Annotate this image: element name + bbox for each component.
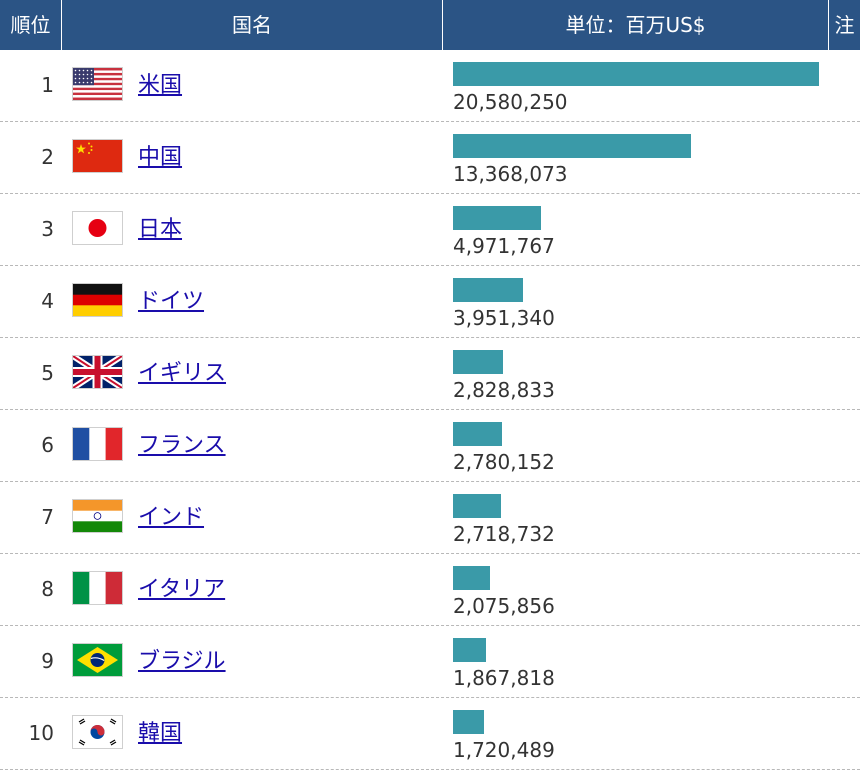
rank-number: 9	[41, 649, 54, 673]
table-row: 10 韓国 1,720,489	[0, 698, 860, 770]
italy-flag-icon	[72, 571, 123, 605]
gdp-value-label: 1,867,818	[453, 666, 555, 690]
gdp-value-label: 13,368,073	[453, 162, 568, 186]
gdp-bar	[453, 62, 819, 86]
india-flag-icon	[72, 499, 123, 533]
usa-flag-icon	[72, 67, 123, 101]
gdp-bar	[453, 494, 501, 518]
gdp-value-label: 2,828,833	[453, 378, 555, 402]
rank-header: 順位	[0, 0, 62, 50]
gdp-bar	[453, 206, 541, 230]
gdp-bar	[453, 134, 691, 158]
country-link[interactable]: ブラジル	[138, 649, 226, 674]
unit-header: 単位：百万US$	[443, 0, 829, 50]
gdp-bar	[453, 566, 490, 590]
rank-number: 4	[41, 289, 54, 313]
brazil-flag-icon	[72, 643, 123, 677]
gdp-value-label: 2,718,732	[453, 522, 555, 546]
rank-number: 7	[41, 505, 54, 529]
gdp-value-label: 3,951,340	[453, 306, 555, 330]
gdp-bar	[453, 710, 484, 734]
rank-number: 8	[41, 577, 54, 601]
china-flag-icon	[72, 139, 123, 173]
table-row: 8 イタリア 2,075,856	[0, 554, 860, 626]
table-row: 1 米国 20,580,250	[0, 50, 860, 122]
rank-number: 10	[28, 721, 54, 745]
table-row: 7 インド 2,718,732	[0, 482, 860, 554]
country-link[interactable]: 米国	[138, 73, 183, 98]
table-row: 3 日本 4,971,767	[0, 194, 860, 266]
country-link[interactable]: インド	[138, 505, 205, 530]
country-link[interactable]: 日本	[138, 217, 183, 242]
korea-flag-icon	[72, 715, 123, 749]
rank-number: 2	[41, 145, 54, 169]
country-link[interactable]: イタリア	[138, 577, 226, 602]
country-link[interactable]: 中国	[138, 145, 183, 170]
gdp-value-label: 2,780,152	[453, 450, 555, 474]
table-header: 順位 国名 単位：百万US$ 注	[0, 0, 860, 50]
japan-flag-icon	[72, 211, 123, 245]
rank-number: 5	[41, 361, 54, 385]
gdp-value-label: 2,075,856	[453, 594, 555, 618]
gdp-bar	[453, 350, 503, 374]
country-link[interactable]: ドイツ	[138, 289, 205, 314]
table-row: 4 ドイツ 3,951,340	[0, 266, 860, 338]
table-row: 6 フランス 2,780,152	[0, 410, 860, 482]
table-row: 5 イギリス 2,828,833	[0, 338, 860, 410]
country-header: 国名	[62, 0, 443, 50]
gdp-bar	[453, 422, 502, 446]
uk-flag-icon	[72, 355, 123, 389]
note-header: 注	[834, 13, 855, 37]
rank-number: 3	[41, 217, 54, 241]
country-link[interactable]: イギリス	[138, 361, 227, 386]
gdp-value-label: 20,580,250	[453, 90, 568, 114]
gdp-value-label: 4,971,767	[453, 234, 555, 258]
gdp-value-label: 1,720,489	[453, 738, 555, 762]
rank-number: 6	[41, 433, 54, 457]
country-link[interactable]: 韓国	[138, 721, 183, 746]
gdp-bar	[453, 278, 523, 302]
rank-number: 1	[41, 73, 54, 97]
table-row: 9 ブラジル 1,867,818	[0, 626, 860, 698]
table-row: 2 中国 13,368,073	[0, 122, 860, 194]
france-flag-icon	[72, 427, 123, 461]
gdp-bar	[453, 638, 486, 662]
country-link[interactable]: フランス	[138, 433, 226, 458]
germany-flag-icon	[72, 283, 123, 317]
